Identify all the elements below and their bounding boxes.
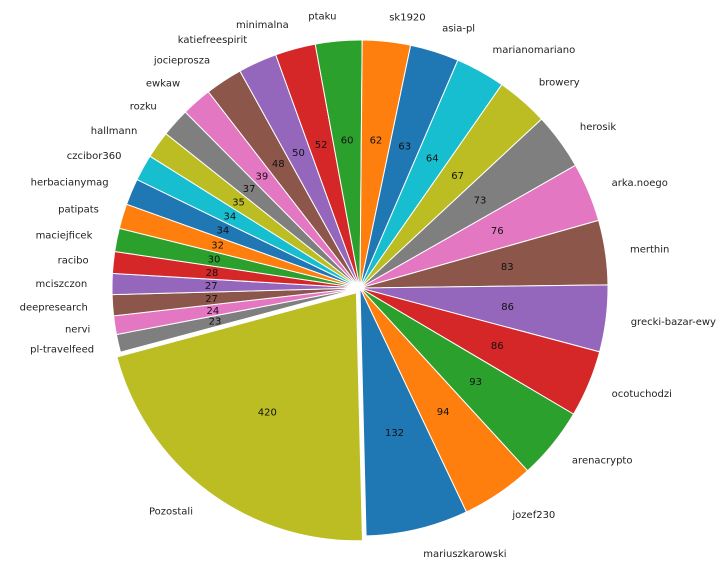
pie-category-label: grecki-bazar-ewy	[631, 317, 716, 328]
pie-value-label: 62	[370, 136, 383, 147]
pie-category-label: herosik	[580, 122, 616, 133]
pie-category-label: ocotuchodzi	[612, 389, 672, 400]
pie-value-label: 34	[224, 211, 237, 222]
pie-category-label: sk1920	[389, 12, 425, 23]
pie-category-label: browery	[539, 78, 580, 89]
pie-value-label: 39	[256, 172, 269, 183]
pie-category-label: deepresearch	[20, 303, 88, 314]
pie-value-label: 76	[491, 226, 504, 237]
pie-slices	[111, 39, 609, 542]
pie-category-label: arenacrypto	[572, 455, 633, 466]
pie-category-label: arka.noego	[612, 178, 668, 189]
pie-value-label: 27	[205, 294, 218, 305]
pie-value-label: 52	[315, 140, 328, 151]
pie-category-labels: pl-travelfeed nervi deepresearch mciszczon r…	[20, 12, 716, 560]
pie-value-label: 35	[232, 198, 245, 209]
pie-category-label: racibo	[58, 255, 89, 266]
pie-value-label: 132	[385, 428, 404, 439]
pie-category-label: merthin	[630, 244, 669, 255]
pie-category-label: katiefreespirit	[178, 35, 248, 46]
pie-value-label: 30	[208, 255, 221, 266]
pie-category-label: czcibor360	[67, 151, 122, 162]
pie-category-label: minimalna	[236, 20, 289, 31]
pie-value-label: 37	[243, 184, 256, 195]
pie-value-label: 50	[292, 148, 305, 159]
pie-value-label: 24	[207, 306, 220, 317]
pie-category-label: ptaku	[308, 12, 336, 23]
pie-category-label: mariuszkarowski	[423, 549, 506, 560]
pie-value-label: 94	[437, 407, 450, 418]
pie-value-label: 48	[272, 159, 285, 170]
pie-category-label: jocieprosza	[153, 56, 210, 67]
pie-value-label: 60	[341, 135, 354, 146]
pie-value-label: 27	[205, 281, 218, 292]
pie-value-label: 32	[211, 240, 224, 251]
pie-category-label: rozku	[130, 102, 157, 113]
pie-value-label: 83	[501, 262, 514, 273]
pie-category-label: ewkaw	[146, 78, 180, 89]
pie-value-label: 23	[209, 317, 222, 328]
pie-category-label: marianomariano	[493, 45, 576, 56]
pie-category-label: jozef230	[511, 510, 555, 521]
pie-value-label: 28	[206, 268, 219, 279]
pie-value-label: 73	[474, 195, 487, 206]
pie-category-label: pl-travelfeed	[30, 344, 94, 355]
pie-category-label: Pozostali	[149, 507, 193, 518]
pie-slice-mariuszkarowski	[359, 287, 468, 537]
pie-value-label: 63	[398, 142, 411, 153]
pie-category-label: hallmann	[91, 126, 138, 137]
pie-category-label: mciszczon	[36, 279, 88, 290]
pie-value-label: 86	[501, 302, 514, 313]
pie-value-label: 67	[451, 171, 464, 182]
pie-slice-pozostali	[116, 292, 363, 542]
pie-category-label: nervi	[65, 324, 90, 335]
pie-value-label: 93	[469, 377, 482, 388]
pie-value-label: 420	[258, 407, 277, 418]
pie-value-label: 34	[216, 226, 229, 237]
pie-category-label: patipats	[58, 204, 99, 215]
pie-value-label: 86	[491, 341, 504, 352]
pie-category-label: asia-pl	[442, 23, 475, 34]
pie-value-label: 64	[426, 153, 439, 164]
pie-category-label: maciejficek	[36, 231, 93, 242]
pie-category-label: herbacianymag	[31, 178, 109, 189]
